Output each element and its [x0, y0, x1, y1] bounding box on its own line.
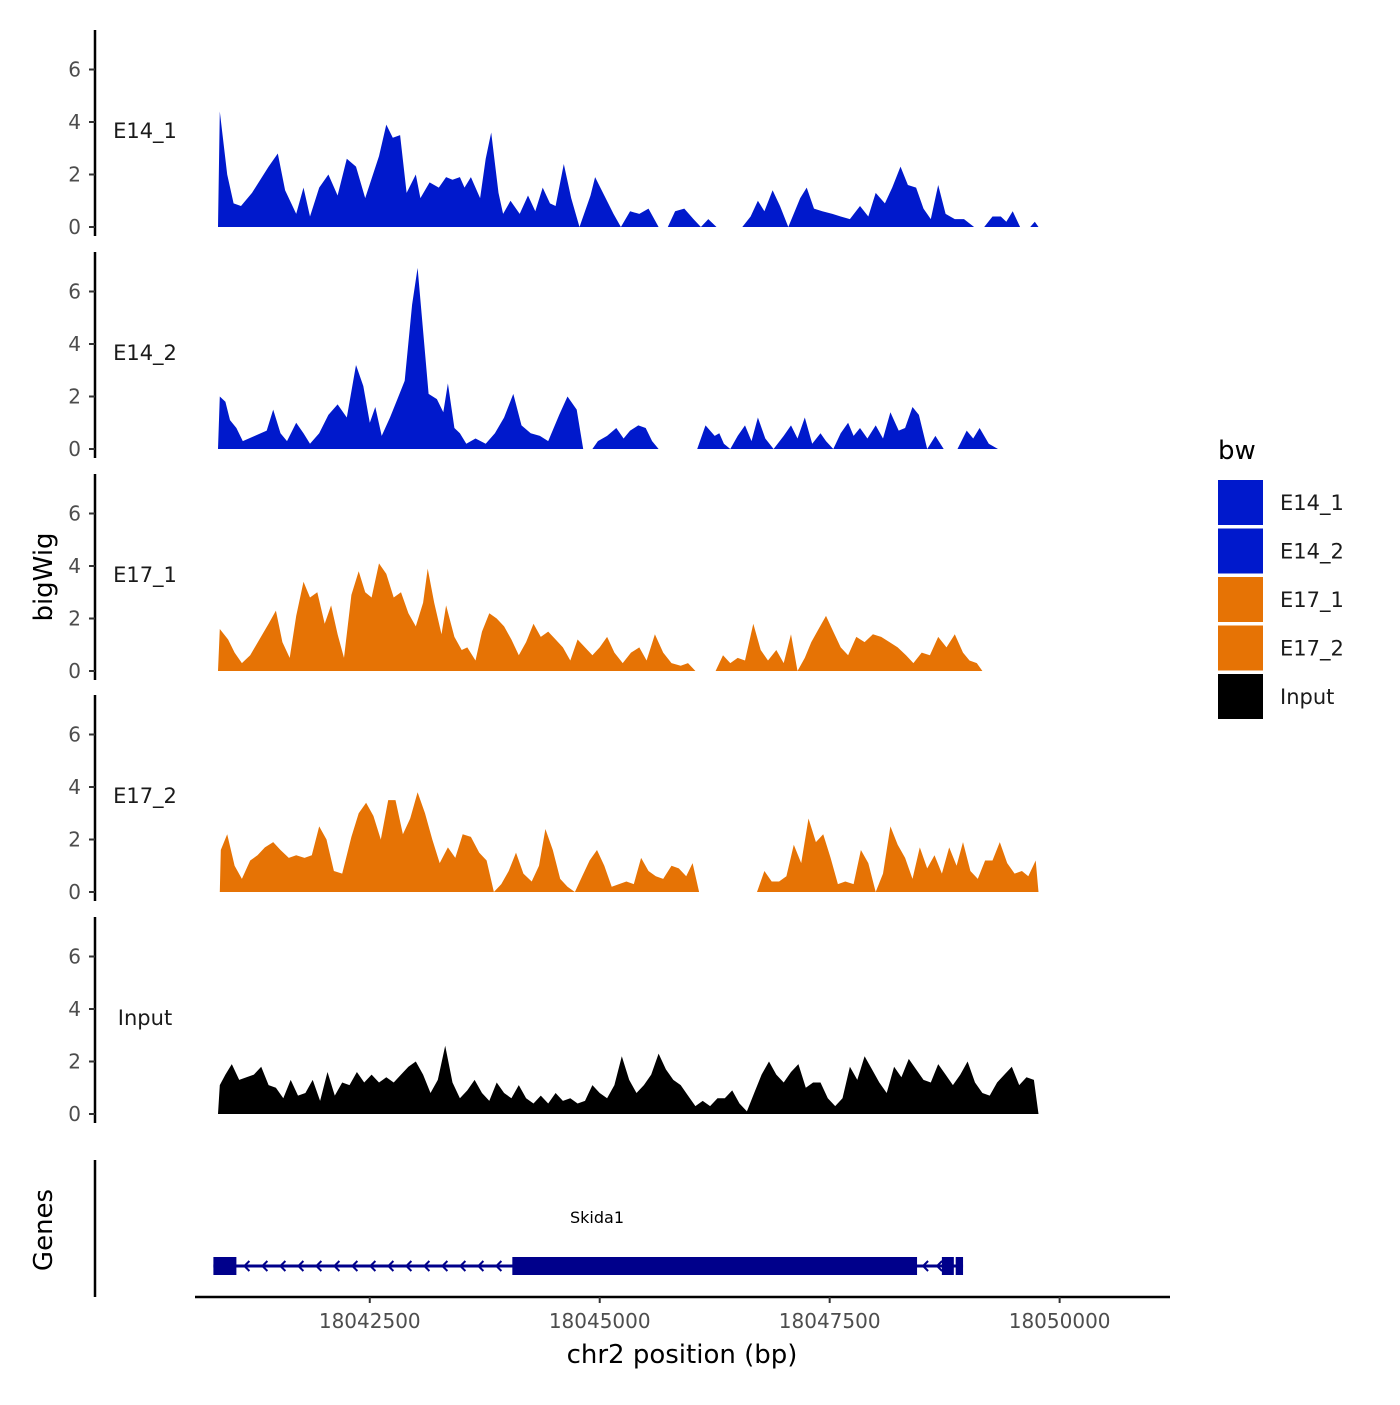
- strand-chevron: [278, 1260, 287, 1272]
- strand-chevron: [404, 1260, 413, 1272]
- y-tick-label: 0: [68, 437, 81, 461]
- coverage-area-e14_1: [218, 111, 1039, 227]
- y-tick-label: 6: [68, 502, 81, 526]
- y-tick-label: 2: [68, 828, 81, 852]
- y-tick-label: 2: [68, 607, 81, 631]
- genes-track-label: Genes: [29, 1189, 59, 1271]
- legend-label: E14_2: [1280, 540, 1344, 565]
- legend-swatch-e14_2: [1218, 528, 1263, 574]
- strand-chevron: [260, 1260, 269, 1272]
- legend-title: bw: [1218, 436, 1256, 466]
- legend-label: E17_2: [1280, 637, 1344, 662]
- x-tick-label: 18045000: [549, 1309, 651, 1333]
- y-tick-label: 4: [68, 554, 81, 578]
- track-e14_1: 0 2 4 6 E14_1: [68, 30, 1039, 239]
- strand-chevron: [350, 1260, 359, 1272]
- strand-chevron: [422, 1260, 431, 1272]
- coverage-area-e17_1: [218, 563, 983, 671]
- x-axis-title: chr2 position (bp): [567, 1340, 798, 1370]
- coverage-area-input: [218, 1045, 1039, 1114]
- x-tick-label: 18050000: [1009, 1309, 1111, 1333]
- x-tick-label: 18047500: [779, 1309, 881, 1333]
- y-tick-label: 0: [68, 659, 81, 683]
- legend-label: E14_1: [1280, 491, 1344, 516]
- strand-chevron: [386, 1260, 395, 1272]
- coverage-area-e17_2: [219, 792, 1039, 892]
- track-input: 0 2 4 6 Input: [68, 917, 1039, 1126]
- genes-track: Skida1: [93, 1160, 964, 1297]
- strand-chevron: [242, 1260, 251, 1272]
- y-tick-label: 6: [68, 945, 81, 969]
- strand-chevron: [476, 1260, 485, 1272]
- gene-exon: [955, 1257, 964, 1275]
- y-tick-label: 6: [68, 723, 81, 747]
- track-label: Input: [118, 1006, 172, 1030]
- strand-chevron: [458, 1260, 467, 1272]
- y-tick-label: 2: [68, 385, 81, 409]
- gene-exon: [512, 1257, 918, 1275]
- legend-label: E17_1: [1280, 588, 1344, 613]
- strand-chevron: [314, 1260, 323, 1272]
- y-tick-label: 2: [68, 1050, 81, 1074]
- tracks: 0 2 4 6 E14_1 0 2 4 6 E14_2 0 2 4 6 E17_1 0 2 4 6 E17_2 0 2 4 6…: [68, 30, 1039, 1126]
- track-label: E17_2: [113, 784, 177, 809]
- strand-chevron: [296, 1260, 305, 1272]
- y-tick-label: 4: [68, 110, 81, 134]
- strand-chevron: [440, 1260, 449, 1272]
- legend-label: Input: [1280, 685, 1334, 709]
- y-tick-label: 0: [68, 215, 81, 239]
- legend: bw E14_1 E14_2 E17_1 E17_2 Input: [1218, 436, 1344, 719]
- y-tick-label: 2: [68, 163, 81, 187]
- strand-chevron: [368, 1260, 377, 1272]
- y-tick-label: 0: [68, 880, 81, 904]
- legend-swatch-e14_1: [1218, 480, 1263, 525]
- track-label: E17_1: [113, 563, 177, 588]
- track-label: E14_1: [113, 119, 177, 144]
- x-axis: 18042500 18045000 18047500 18050000: [195, 1295, 1170, 1333]
- legend-swatch-e17_1: [1218, 577, 1263, 622]
- y-tick-label: 4: [68, 775, 81, 799]
- y-tick-label: 6: [68, 58, 81, 82]
- gene-exon: [941, 1257, 954, 1275]
- strand-chevron: [921, 1260, 929, 1272]
- y-tick-label: 4: [68, 997, 81, 1021]
- legend-swatch-e17_2: [1218, 625, 1263, 671]
- strand-chevron: [332, 1260, 341, 1272]
- strand-chevron: [494, 1260, 503, 1272]
- legend-swatch-input: [1218, 674, 1263, 719]
- gene-exon: [213, 1257, 237, 1275]
- y-axis-title: bigWig: [29, 532, 59, 621]
- y-tick-label: 6: [68, 280, 81, 304]
- track-e17_1: 0 2 4 6 E17_1: [68, 474, 983, 683]
- gene-name-label: Skida1: [570, 1208, 624, 1227]
- coverage-area-e14_2: [218, 267, 998, 449]
- track-e14_2: 0 2 4 6 E14_2: [68, 252, 998, 461]
- y-tick-label: 4: [68, 332, 81, 356]
- y-tick-label: 0: [68, 1102, 81, 1126]
- track-label: E14_2: [113, 341, 177, 366]
- strand-chevron: [935, 1260, 943, 1272]
- track-e17_2: 0 2 4 6 E17_2: [68, 695, 1039, 904]
- x-tick-label: 18042500: [319, 1309, 421, 1333]
